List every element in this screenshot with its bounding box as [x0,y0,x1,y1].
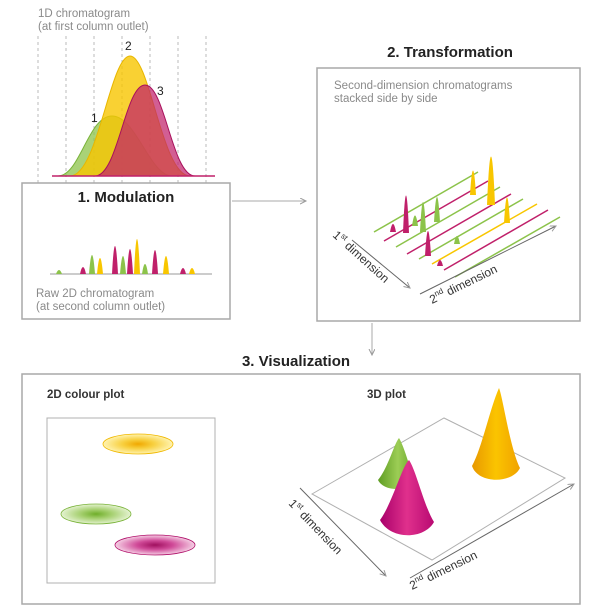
chromatogram-caption-line1: 1D chromatogram [38,8,130,20]
raw-peak [56,270,62,274]
transformation-axis-2-arrow [419,226,556,295]
transformation-axis-2-label: 2nd dimension [427,261,500,307]
raw-peak [142,264,148,274]
peak-3-magenta [94,84,196,177]
modulation-box [21,182,231,320]
raw-peak [127,249,133,274]
raw-peak [89,255,95,274]
magenta-peak-3d [380,460,434,536]
visualization-panel: 3. Visualization 2D colour plot 3D plot … [21,353,581,605]
transformation-box [316,67,581,322]
first-dimension-chromatogram: 1D chromatogram (at first column outlet)… [37,8,215,183]
transformation-axis-1-arrow [351,239,410,288]
magenta-spot [114,534,196,556]
raw-peak [189,268,195,274]
green-spot [60,503,132,525]
raw-peak [163,256,169,274]
raw-peak [97,258,103,274]
transformation-caption-line2: stacked side by side [334,93,438,105]
visualization-title: 3. Visualization [242,353,350,370]
transformation-title: 2. Transformation [387,44,513,61]
transformation-panel: 2. Transformation Second-dimension chrom… [316,44,581,322]
raw-peak [152,250,158,274]
raw-peak [134,239,140,274]
transformation-caption-line1: Second-dimension chromatograms [334,80,513,92]
modulation-title: 1. Modulation [78,189,175,206]
yellow-peak-3d [472,388,520,480]
peak-label-1: 1 [91,111,98,125]
raw-peak [180,268,186,274]
plot3d-axis-2-arrow [409,484,574,579]
colour-plot-label: 2D colour plot [47,389,124,401]
stacked-peaks [390,156,510,266]
plot3d-axis-1-arrow [299,487,386,576]
chromatogram-caption-line2: (at first column outlet) [38,21,149,33]
yellow-spot [102,433,174,455]
modulation-title-bg [60,185,198,205]
raw-peak [120,256,126,274]
raw-peak [112,246,118,274]
plot3d-axis-2-label: 2nd dimension [407,547,480,593]
modulation-panel: 1. Modulation Raw 2D chromatogram (at se… [21,182,231,320]
raw-2d-caption-line2: (at second column outlet) [36,301,165,313]
stacked-baselines [373,171,561,278]
plot3d-label: 3D plot [367,389,406,401]
visualization-box [21,373,581,605]
peak-label-2: 2 [125,39,132,53]
colour-plot-spots [60,433,196,556]
transformation-axis-1-label: 1st dimension [330,227,393,286]
raw-peak [80,267,86,274]
peak-label-3: 3 [157,84,164,98]
raw-2d-caption-line1: Raw 2D chromatogram [36,288,154,300]
raw-2d-chromatogram [50,239,212,275]
